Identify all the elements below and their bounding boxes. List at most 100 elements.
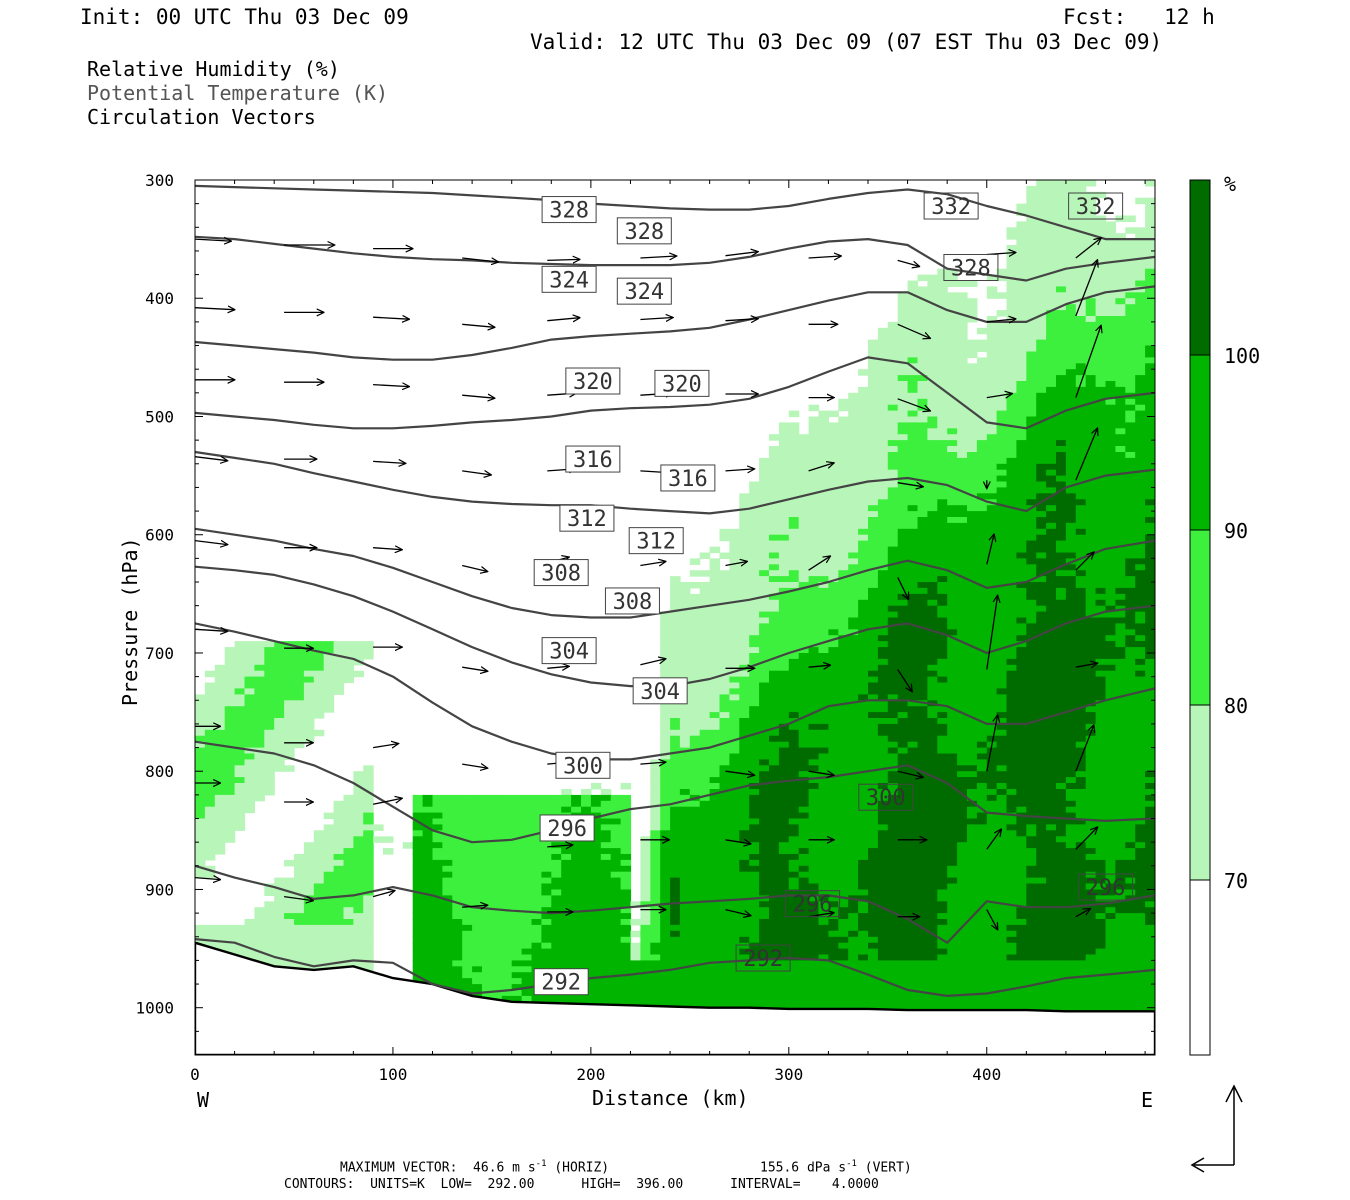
rh-cell [432,907,443,914]
rh-cell [511,960,523,967]
rh-cell [749,954,760,961]
rh-cell [808,765,820,772]
rh-cell [759,718,770,725]
rh-cell [788,475,800,483]
rh-cell [422,812,434,820]
rh-cell [224,694,236,701]
rh-cell [937,984,948,991]
rh-cell [868,416,879,423]
rh-cell [937,617,948,624]
rh-cell [976,528,988,536]
rh-cell [343,848,354,855]
rh-cell [699,700,711,707]
rh-cell [323,942,335,950]
rh-cell [838,587,849,595]
rh-cell [195,794,206,802]
rh-cell [214,664,226,672]
rh-cell [957,907,968,914]
rh-cell [472,800,483,808]
rh-cell [986,599,998,607]
rh-cell [887,729,899,737]
rh-cell [788,990,800,997]
rh-cell [274,670,285,678]
rh-cell [868,434,879,441]
rh-cell [976,493,988,500]
rh-cell [818,576,829,583]
rh-cell [808,919,820,926]
rh-cell [709,777,721,784]
rh-cell [877,410,889,418]
rh-cell [442,836,453,843]
rh-cell [769,688,780,695]
rh-cell [749,688,760,695]
rh-cell [927,534,938,542]
rh-cell [877,475,889,483]
rh-cell [947,617,958,624]
rh-cell [264,930,275,938]
rh-cell [907,316,919,323]
rh-cell [868,452,879,459]
rh-cell [957,842,968,849]
rh-cell [709,623,721,630]
rh-cell [323,664,335,672]
rh-cell [204,812,216,820]
rh-cell [244,641,255,648]
rh-cell [778,901,790,908]
rh-cell [719,1001,730,1009]
rh-cell [967,895,978,902]
rh-cell [947,463,958,471]
rh-cell [848,582,859,589]
rh-cell [887,617,899,624]
rh-cell [581,883,592,890]
rh-cell [323,924,335,932]
rh-cell [729,830,740,837]
rh-cell [650,907,661,914]
rh-cell [927,771,938,778]
rh-cell [868,960,879,967]
rh-cell [294,676,305,684]
rh-cell [778,907,790,914]
rh-cell [858,783,869,790]
rh-cell [778,463,790,471]
rh-cell [689,700,701,707]
rh-cell [719,854,730,861]
rh-cell [729,936,740,944]
rh-cell [689,647,701,654]
rh-cell [759,623,770,630]
rh-cell [422,836,434,843]
rh-cell [858,753,869,760]
rh-cell [699,800,711,808]
rh-cell [808,540,820,548]
rh-cell [778,546,790,554]
rh-cell [838,552,849,559]
rh-cell [868,836,879,843]
rh-cell [432,848,443,855]
rh-cell [600,924,612,932]
rh-cell [828,540,839,548]
rh-cell [947,481,958,488]
rh-cell [769,593,780,601]
rh-cell [313,700,325,707]
rh-cell [739,830,750,837]
rh-cell [887,410,899,418]
rh-cell [778,475,790,483]
rh-cell [778,635,790,642]
rh-cell [739,789,750,796]
rh-cell [581,865,592,873]
rh-cell [254,907,265,914]
rh-cell [937,942,948,950]
rh-cell [967,653,978,660]
rh-cell [917,576,928,583]
rh-cell [610,818,622,825]
rh-cell [917,375,928,382]
rh-cell [769,806,780,814]
rh-cell [294,718,305,725]
rh-cell [353,907,364,914]
rh-cell [927,647,938,654]
rh-cell [917,599,928,607]
rh-cell [808,481,820,488]
rh-cell [294,688,305,695]
rh-cell [778,611,790,619]
rh-cell [234,735,246,743]
rh-cell [858,410,869,418]
